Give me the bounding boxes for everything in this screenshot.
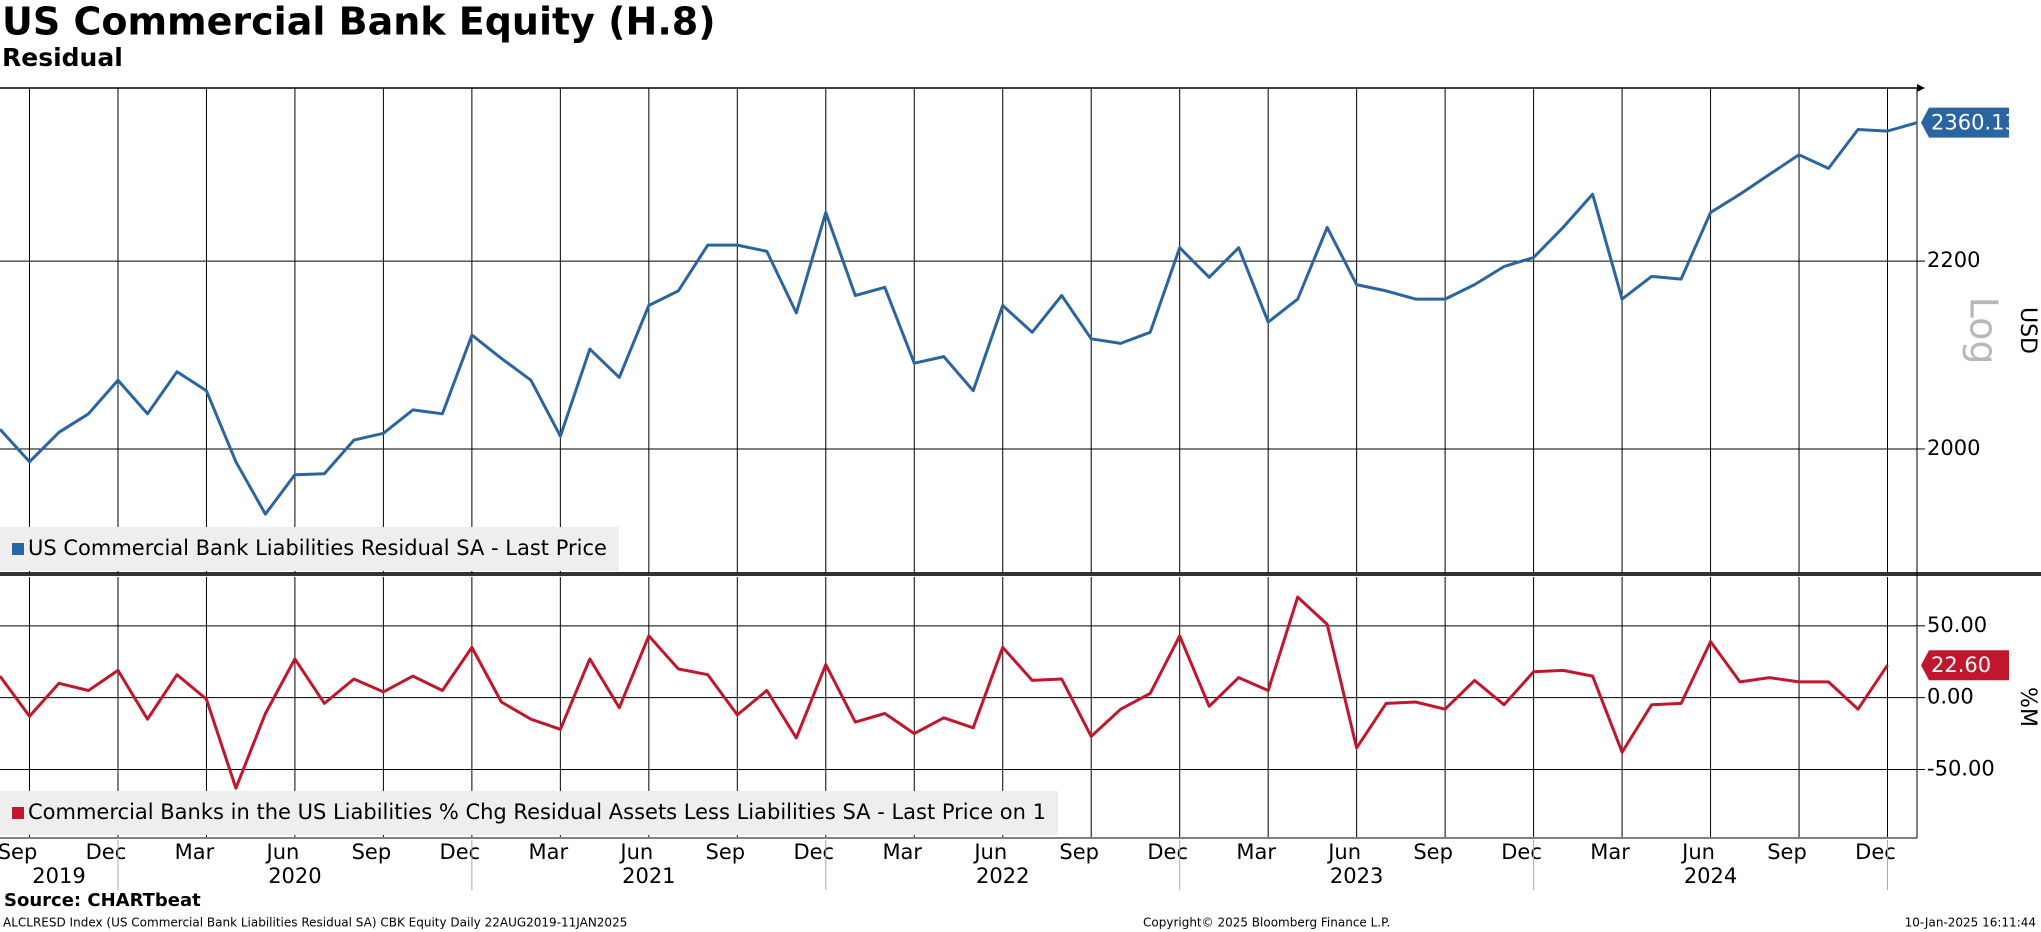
y-axis-label: USD — [2015, 307, 2040, 354]
scale-label: Log — [1962, 297, 2006, 365]
value-tag — [1921, 107, 2009, 138]
x-tick-label: Sep — [1413, 840, 1453, 864]
x-year-label: 2024 — [1684, 864, 1737, 888]
x-tick-label: Jun — [265, 840, 300, 864]
y-tick-label: 0.00 — [1927, 685, 1974, 709]
footer-center: Copyright© 2025 Bloomberg Finance L.P. — [1143, 916, 1390, 930]
source: Source: CHARTbeat — [4, 890, 201, 911]
legend-swatch — [12, 807, 24, 819]
chart-title: US Commercial Bank Equity (H.8) — [2, 0, 716, 44]
x-tick-label: Sep — [352, 840, 392, 864]
x-year-label: 2021 — [622, 864, 675, 888]
legend-swatch — [12, 543, 24, 555]
x-tick-label: Mar — [175, 840, 215, 864]
x-year-label: 2019 — [32, 864, 85, 888]
value-label: 2360.13 — [1931, 111, 2018, 135]
x-tick-label: Sep — [1767, 840, 1807, 864]
y-tick-label: 2200 — [1927, 248, 1980, 272]
x-tick-label: Mar — [1590, 840, 1630, 864]
line-series — [0, 595, 1889, 790]
legend-box — [0, 791, 1058, 835]
y-axis-label: %M — [2015, 687, 2040, 727]
x-tick-label: Sep — [706, 840, 746, 864]
value-tag — [1921, 650, 2009, 681]
x-tick-label: Dec — [86, 840, 127, 864]
x-year-label: 2022 — [976, 864, 1029, 888]
x-tick-label: Dec — [1147, 840, 1188, 864]
y-tick-label: 50.00 — [1927, 613, 1987, 637]
x-tick-label: Sep — [1059, 840, 1099, 864]
legend-box — [0, 527, 619, 571]
x-tick-label: Jun — [1326, 840, 1361, 864]
x-tick-label: Jun — [618, 840, 653, 864]
x-tick-label: Jun — [1680, 840, 1715, 864]
legend-label: Commercial Banks in the US Liabilities %… — [28, 800, 1046, 824]
x-tick-label: Jun — [972, 840, 1007, 864]
x-year-label: 2023 — [1330, 864, 1383, 888]
x-tick-label: Mar — [882, 840, 922, 864]
y-tick-label: -50.00 — [1927, 756, 1995, 780]
line-series — [0, 121, 1918, 516]
x-tick-label: Dec — [1855, 840, 1896, 864]
y-tick-label: 2000 — [1927, 436, 1980, 460]
x-tick-label: Dec — [1501, 840, 1542, 864]
x-year-label: 2020 — [268, 864, 321, 888]
chart-subtitle: Residual — [2, 43, 123, 72]
footer-right: 10-Jan-2025 16:11:44 — [1905, 916, 2036, 930]
x-tick-label: Dec — [440, 840, 481, 864]
footer-left: ALCLRESD Index (US Commercial Bank Liabi… — [3, 916, 627, 930]
x-tick-label: Sep — [0, 840, 37, 864]
axis-arrow — [1917, 84, 1925, 92]
x-tick-label: Mar — [1236, 840, 1276, 864]
legend-label: US Commercial Bank Liabilities Residual … — [28, 536, 607, 560]
value-label: 22.60 — [1931, 653, 1991, 677]
x-tick-label: Mar — [529, 840, 569, 864]
x-tick-label: Dec — [793, 840, 834, 864]
